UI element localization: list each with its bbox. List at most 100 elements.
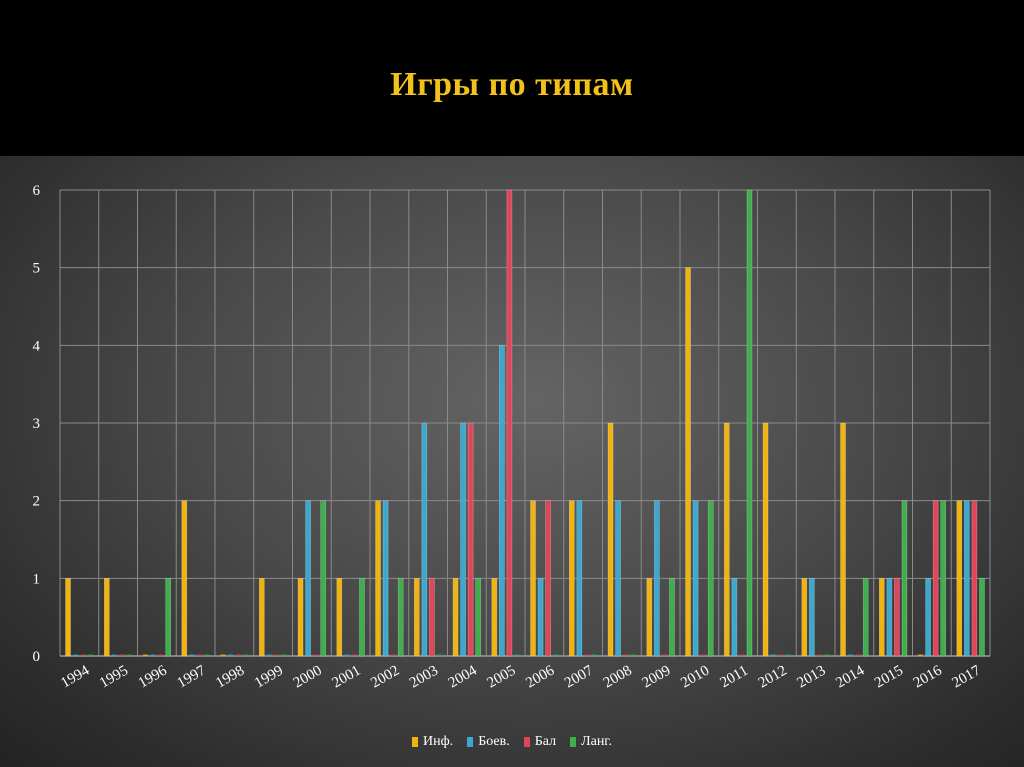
bar-zero	[344, 654, 350, 656]
bar-zero	[630, 654, 636, 656]
bar	[429, 578, 435, 657]
bar-zero	[855, 654, 861, 656]
bar-zero	[196, 654, 202, 656]
bar	[964, 500, 970, 657]
bar-zero	[553, 654, 559, 656]
y-tick-label: 0	[33, 649, 41, 665]
bar	[568, 500, 575, 657]
x-tick-label: 2011	[717, 663, 751, 692]
bar	[499, 345, 505, 657]
bar	[731, 578, 738, 657]
bar	[491, 578, 498, 657]
bar-zero	[778, 654, 784, 656]
bar-zero	[73, 654, 79, 656]
x-tick-label: 2012	[756, 663, 790, 692]
legend-label: Бал	[534, 734, 557, 749]
legend-swatch	[570, 737, 577, 747]
bar	[607, 422, 614, 657]
bar-zero	[119, 654, 125, 656]
y-tick-label: 4	[33, 338, 41, 354]
bar	[762, 422, 769, 657]
bar-zero	[158, 654, 164, 656]
x-tick-label: 1994	[58, 662, 92, 691]
bar	[258, 578, 265, 657]
bar	[359, 578, 365, 657]
bar	[925, 578, 931, 657]
bar	[320, 500, 327, 657]
bar-zero	[143, 654, 149, 656]
bar-zero	[80, 654, 86, 656]
bar-zero	[274, 654, 280, 656]
bar-zero	[235, 654, 241, 656]
bar	[413, 578, 420, 657]
x-tick-label: 1998	[213, 663, 247, 692]
bar	[886, 578, 893, 657]
bar-zero	[189, 654, 195, 656]
bar-zero	[220, 654, 226, 656]
bar	[421, 422, 428, 657]
legend-item: Инф.	[412, 734, 453, 750]
bar-zero	[848, 654, 854, 656]
x-tick-label: 2002	[368, 663, 402, 692]
bar	[707, 500, 714, 657]
legend-swatch	[523, 737, 530, 747]
bar	[576, 500, 583, 657]
bar-zero	[584, 654, 590, 656]
bar	[746, 189, 753, 657]
bar	[615, 500, 621, 657]
bar	[932, 500, 939, 657]
bar-zero	[661, 654, 667, 656]
x-tick-label: 2009	[639, 663, 673, 692]
bar	[506, 189, 513, 657]
bar-zero	[243, 654, 249, 656]
x-tick-label: 2004	[446, 662, 480, 691]
bar-zero	[623, 654, 629, 656]
bar	[840, 422, 846, 657]
x-tick-label: 2007	[562, 662, 596, 691]
bar	[801, 578, 808, 657]
bar-zero	[700, 654, 706, 656]
bar	[467, 422, 474, 657]
bar-zero	[785, 654, 791, 656]
chart-area: 0 1 2 3 4 5 6 1994 1995 1996 1997 1998 1999 2000 2001 2…	[0, 156, 1024, 767]
bar-zero	[436, 654, 442, 656]
bar-zero	[816, 654, 822, 656]
y-tick-label: 2	[33, 494, 41, 510]
chart-legend: Инф. Боев. Бал Ланг.	[0, 734, 1024, 750]
y-tick-label: 1	[33, 571, 41, 587]
bar-zero	[126, 654, 132, 656]
x-tick-label: 2013	[794, 663, 828, 692]
bar-zero	[111, 654, 117, 656]
legend-item: Ланг.	[570, 734, 612, 750]
x-tick-label: 2003	[407, 663, 441, 692]
bar	[305, 500, 311, 657]
bar-zero	[390, 654, 396, 656]
x-tick-label: 2017	[949, 662, 983, 691]
bar-zero	[739, 654, 745, 656]
bar	[375, 500, 381, 657]
legend-swatch	[412, 737, 418, 747]
bar	[901, 500, 908, 657]
bar	[692, 500, 699, 657]
x-tick-label: 2014	[833, 662, 867, 691]
legend-label: Инф.	[423, 734, 454, 749]
x-tick-label: 1996	[136, 662, 170, 691]
x-tick-label: 1995	[97, 663, 131, 692]
bar-zero	[281, 654, 287, 656]
x-tick-label: 2016	[911, 662, 945, 691]
bar	[537, 578, 544, 657]
x-tick-label: 2001	[329, 663, 363, 692]
bar	[297, 578, 304, 657]
bar-zero	[88, 654, 94, 656]
bar-zero	[591, 654, 597, 656]
bar	[181, 500, 188, 657]
title-band: Игры по типам	[0, 0, 1024, 156]
bar	[460, 422, 466, 657]
bar	[669, 578, 675, 657]
x-tick-label: 2000	[291, 663, 325, 692]
bar	[878, 578, 885, 657]
bar-zero	[313, 654, 319, 656]
bar-zero	[204, 654, 210, 656]
bar	[530, 500, 536, 657]
bar-zero	[150, 654, 156, 656]
